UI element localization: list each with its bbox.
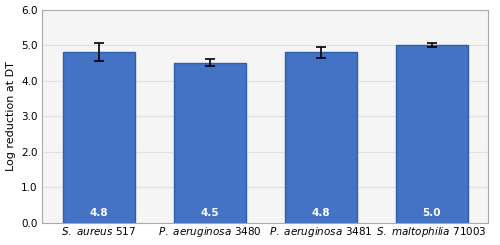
Text: 4.8: 4.8 [312, 208, 330, 218]
Bar [284, 52, 357, 223]
Bar [62, 52, 135, 223]
Text: 4.8: 4.8 [90, 208, 108, 218]
Y-axis label: Log reduction at DT: Log reduction at DT [6, 61, 16, 171]
Bar [396, 45, 468, 223]
Text: 5.0: 5.0 [422, 208, 441, 218]
Bar [174, 63, 246, 223]
Text: 4.5: 4.5 [200, 208, 219, 218]
